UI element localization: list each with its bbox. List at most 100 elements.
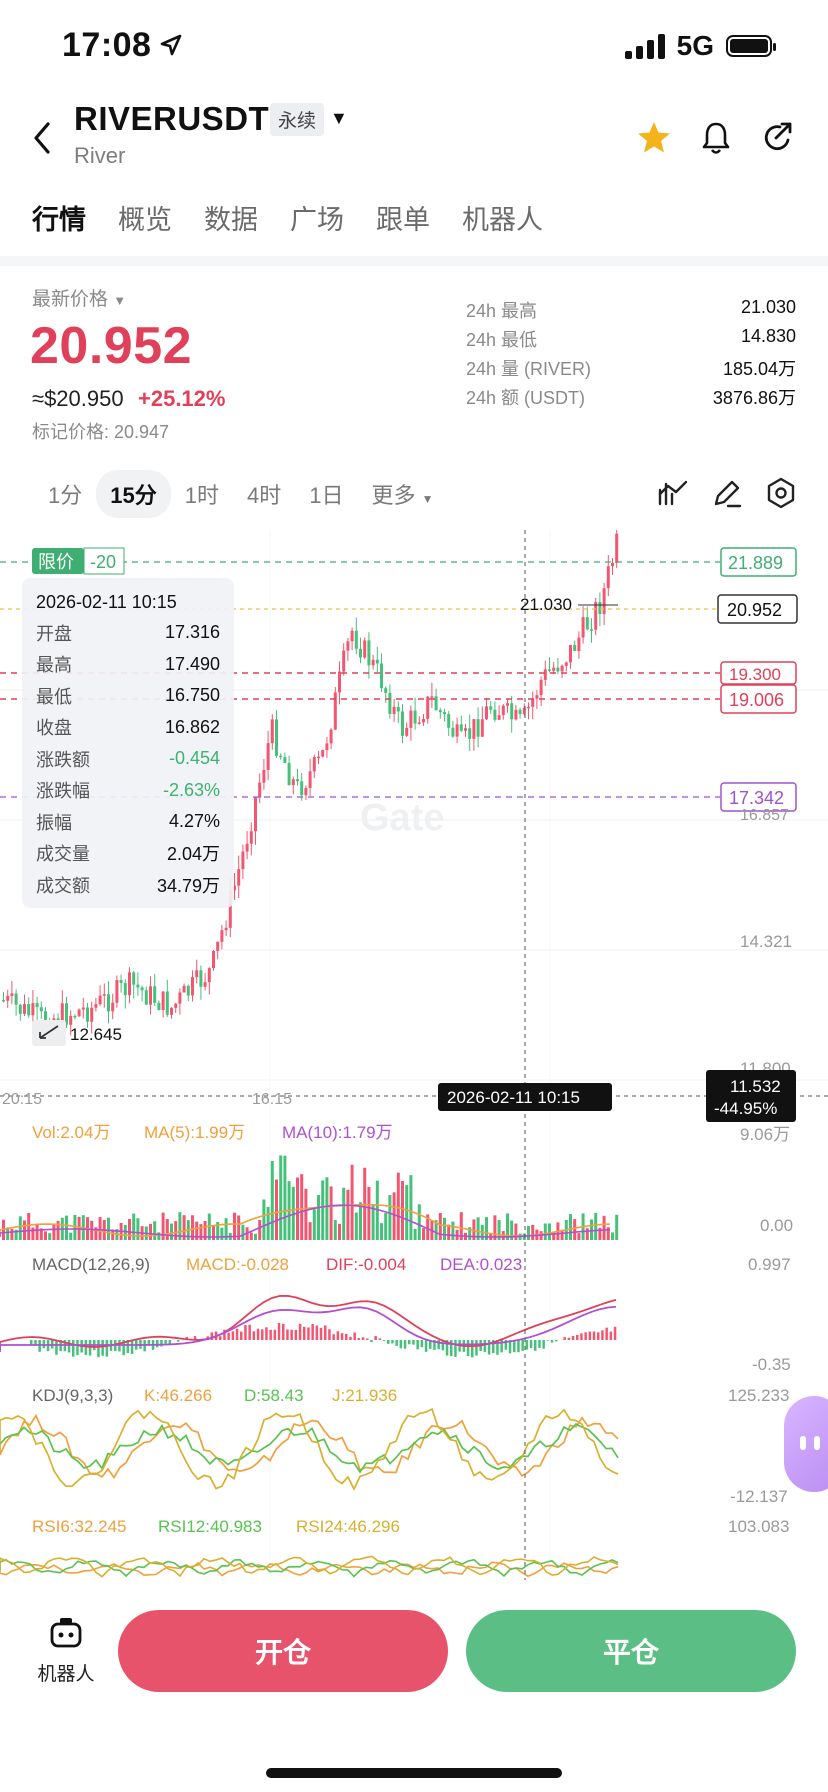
volume-bar bbox=[590, 1219, 593, 1240]
back-icon[interactable] bbox=[28, 118, 58, 158]
robot-button[interactable]: 机器人 bbox=[34, 1616, 98, 1686]
volume-bar bbox=[367, 1186, 371, 1240]
bell-icon[interactable] bbox=[696, 118, 736, 158]
macd-legend-dif: DIF:-0.004 bbox=[326, 1255, 406, 1274]
stat-value: 3876.86万 bbox=[712, 388, 796, 408]
macd-bar bbox=[277, 1322, 281, 1340]
candle-body bbox=[346, 641, 350, 651]
price-usd: ≈$20.950 bbox=[32, 386, 124, 411]
candle-body bbox=[417, 722, 421, 724]
share-icon[interactable] bbox=[758, 118, 798, 158]
tf-1d[interactable]: 1日 bbox=[309, 483, 344, 508]
candle-body bbox=[548, 669, 551, 671]
divider bbox=[0, 256, 828, 266]
tooltip-value: -0.454 bbox=[168, 748, 220, 769]
symbol-title[interactable]: RIVERUSDT bbox=[74, 100, 270, 137]
candle-body bbox=[191, 977, 194, 996]
candle-body bbox=[178, 992, 182, 1004]
tooltip-row: 收盘 16.862 bbox=[22, 712, 234, 744]
candle-body bbox=[556, 667, 560, 672]
watermark: Gate bbox=[360, 797, 444, 839]
macd-bar bbox=[576, 1334, 579, 1340]
volume-bar bbox=[249, 1232, 253, 1240]
limit-order-tag[interactable]: 限价 -20 bbox=[32, 547, 125, 575]
close-position-button[interactable]: 平仓 bbox=[466, 1610, 796, 1692]
volume-bar bbox=[485, 1217, 488, 1240]
candle-body bbox=[136, 984, 140, 988]
macd-bar bbox=[168, 1340, 172, 1346]
volume-bar bbox=[308, 1222, 312, 1240]
candle-body bbox=[182, 985, 186, 993]
candle-body bbox=[455, 724, 459, 737]
chevron-down-icon[interactable]: ▼ bbox=[330, 108, 348, 128]
stat-row-high: 24h 最高 21.030 bbox=[466, 297, 796, 323]
candle-body bbox=[254, 797, 257, 832]
assistant-bubble[interactable] bbox=[784, 1396, 828, 1492]
kline-chart[interactable]: Gate 限价 -20 21.889 20.952 19.300 19.300 … bbox=[0, 530, 828, 1580]
tab-square[interactable]: 广场 bbox=[290, 205, 344, 235]
draw-icon[interactable] bbox=[710, 476, 744, 510]
battery-icon bbox=[726, 35, 776, 57]
macd-bar bbox=[72, 1340, 75, 1357]
macd-bar bbox=[412, 1340, 415, 1345]
tooltip-value: -2.63% bbox=[162, 779, 220, 800]
candle-tooltip: 2026-02-11 10:15 开盘 17.316 最高 17.490 最低 16.… bbox=[22, 578, 234, 908]
candle-body bbox=[287, 762, 291, 786]
vol-ma10-legend: MA(10):1.79万 bbox=[282, 1123, 393, 1142]
candle-body bbox=[86, 1007, 89, 1022]
contract-type-badge[interactable]: 永续 bbox=[270, 103, 325, 136]
tf-4h[interactable]: 4时 bbox=[246, 483, 282, 508]
settings-icon[interactable] bbox=[764, 476, 798, 510]
open-position-button[interactable]: 开仓 bbox=[118, 1610, 448, 1692]
macd-dif-line bbox=[0, 1294, 617, 1350]
volume-bar bbox=[14, 1229, 18, 1240]
tab-data[interactable]: 数据 bbox=[204, 205, 258, 235]
tf-1h[interactable]: 1时 bbox=[184, 483, 219, 508]
tf-more[interactable]: 更多 ▼ bbox=[357, 470, 447, 518]
candle-body bbox=[165, 991, 169, 1015]
rsi-axis-top: 103.083 bbox=[728, 1517, 789, 1536]
volume-bar bbox=[472, 1219, 476, 1240]
kdj-legend-name: KDJ(9,3,3) bbox=[32, 1386, 113, 1405]
tf-more-label: 更多 bbox=[371, 483, 416, 508]
price-type-selector[interactable]: 最新价格 ▼ bbox=[32, 284, 126, 311]
tab-copy-trade[interactable]: 跟单 bbox=[376, 205, 430, 235]
volume-bar bbox=[371, 1205, 375, 1240]
candle-body bbox=[497, 715, 501, 720]
status-indicators: 5G bbox=[624, 30, 776, 62]
price-tag-19300: 19.300 bbox=[720, 661, 797, 685]
tooltip-row: 最低 16.750 bbox=[22, 680, 234, 712]
volume-bar bbox=[392, 1192, 396, 1240]
candle-body bbox=[140, 987, 144, 991]
macd-bar bbox=[605, 1327, 608, 1340]
kdj-legend-k: K:46.266 bbox=[144, 1386, 212, 1405]
candle-body bbox=[249, 831, 253, 844]
macd-bar bbox=[475, 1340, 478, 1356]
tooltip-row: 开盘 17.316 bbox=[22, 617, 234, 649]
tab-market[interactable]: 行情 bbox=[32, 205, 86, 235]
stat-row-low: 24h 最低 14.830 bbox=[466, 326, 796, 352]
volume-bar bbox=[569, 1214, 572, 1240]
indicator-icon[interactable] bbox=[656, 476, 690, 510]
low-marker: 12.645 bbox=[70, 1025, 122, 1044]
candle-body bbox=[392, 706, 396, 714]
tf-1m[interactable]: 1分 bbox=[48, 483, 83, 508]
crosshair-price-tag: 11.532 -44.95% bbox=[706, 1070, 796, 1122]
tab-overview[interactable]: 概览 bbox=[118, 205, 172, 235]
candle-body bbox=[111, 1002, 115, 1012]
volume-bar bbox=[212, 1225, 215, 1240]
volume-bar bbox=[514, 1223, 518, 1240]
tab-bots[interactable]: 机器人 bbox=[462, 205, 543, 235]
macd-bar bbox=[147, 1340, 151, 1346]
bubble-eye bbox=[814, 1436, 820, 1450]
tf-15m[interactable]: 15分 bbox=[96, 470, 171, 518]
macd-bar bbox=[315, 1325, 319, 1340]
macd-bar bbox=[282, 1323, 285, 1340]
candle-body bbox=[10, 993, 14, 996]
price-tag-last: 20.952 bbox=[717, 594, 798, 624]
expand-icon[interactable] bbox=[32, 1020, 66, 1046]
macd-bar bbox=[227, 1332, 230, 1340]
star-icon[interactable] bbox=[634, 118, 674, 158]
volume-bar bbox=[69, 1232, 73, 1240]
bubble-eye bbox=[800, 1436, 806, 1450]
